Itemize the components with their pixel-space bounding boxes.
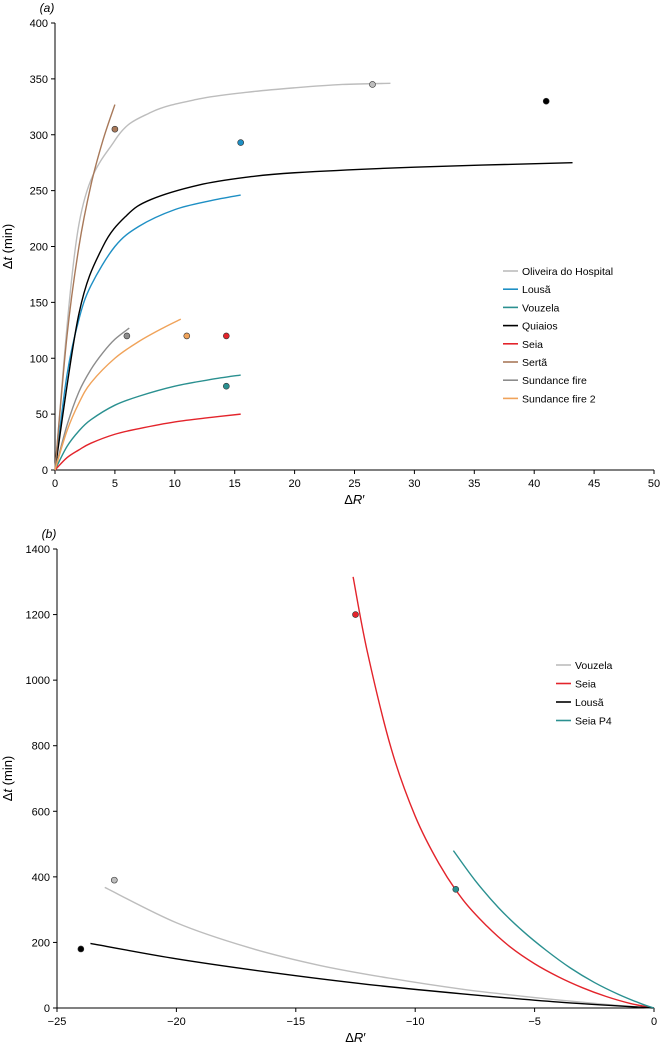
y-tick-label-a-200: 200 bbox=[30, 242, 48, 254]
panel-label-b: (b) bbox=[42, 527, 57, 541]
y-tick-label-a-100: 100 bbox=[30, 353, 48, 365]
x-tick-label-a-8: 40 bbox=[528, 478, 540, 490]
series-line-b-3 bbox=[452, 850, 655, 1009]
y-axis-label-a: Δt (min) bbox=[0, 224, 15, 270]
x-tick-label-a-1: 5 bbox=[112, 478, 118, 490]
legend-label-a-3: Quiaios bbox=[522, 321, 558, 333]
series-line-a-3 bbox=[54, 161, 573, 471]
x-axis-label-a-var: R bbox=[353, 492, 362, 507]
legend-label-b-2: Lousã bbox=[575, 697, 604, 709]
x-tick-label-b-3: −10 bbox=[406, 1016, 425, 1028]
legend-label-a-6: Sundance fire bbox=[522, 375, 587, 387]
legend-label-a-0: Oliveira do Hospital bbox=[522, 266, 613, 278]
y-tick-label-b-200: 200 bbox=[32, 937, 50, 949]
series-line-a-6 bbox=[54, 327, 130, 471]
x-tick-label-a-6: 30 bbox=[408, 478, 420, 490]
legend-label-a-2: Vouzela bbox=[522, 302, 560, 314]
x-axis-label-a-delta: Δ bbox=[344, 492, 353, 507]
series-line-a-0 bbox=[54, 82, 391, 471]
legend-label-b-1: Seia bbox=[575, 679, 596, 691]
y-axis-label-a-rest: (min) bbox=[0, 224, 15, 257]
x-tick-label-a-10: 50 bbox=[648, 478, 660, 490]
data-point-b-1 bbox=[352, 611, 359, 618]
y-tick-label-a-300: 300 bbox=[30, 130, 48, 142]
data-point-a-4 bbox=[223, 332, 230, 340]
legend-label-a-1: Lousã bbox=[522, 284, 551, 296]
x-tick-label-a-3: 15 bbox=[229, 478, 241, 490]
y-axis-label-b-delta: Δ bbox=[0, 792, 15, 801]
data-point-a-7 bbox=[183, 332, 191, 340]
legend-label-b-0: Vouzela bbox=[575, 660, 613, 672]
y-axis-label-b-rest: (min) bbox=[0, 756, 15, 789]
y-axis-label-b-var: t bbox=[0, 788, 15, 793]
legend-label-a-7: Sundance fire 2 bbox=[522, 393, 596, 405]
data-point-b-0 bbox=[111, 876, 118, 884]
x-tick-label-b-4: −5 bbox=[528, 1016, 541, 1028]
y-tick-label-b-1200: 1200 bbox=[26, 610, 50, 622]
data-point-b-3 bbox=[452, 886, 460, 893]
y-axis-label-b: Δt (min) bbox=[0, 756, 15, 802]
legend-label-a-5: Sertã bbox=[522, 357, 547, 369]
x-tick-label-b-5: 0 bbox=[651, 1016, 657, 1028]
x-axis-label-b-var: R bbox=[354, 1030, 363, 1044]
x-tick-label-b-1: −20 bbox=[167, 1016, 186, 1028]
legend-a: Oliveira do Hospital Lousã Vouzela Quiaios S… bbox=[503, 266, 613, 405]
data-point-a-0 bbox=[369, 81, 376, 88]
data-point-a-6 bbox=[123, 332, 131, 340]
series-line-a-1 bbox=[54, 194, 241, 471]
x-tick-label-a-4: 20 bbox=[288, 478, 300, 490]
series-line-a-2 bbox=[54, 374, 241, 471]
x-tick-label-a-0: 0 bbox=[52, 478, 58, 490]
data-point-a-3 bbox=[542, 97, 550, 105]
series-line-b-0 bbox=[104, 886, 655, 1009]
data-point-a-1 bbox=[237, 139, 244, 146]
legend-label-b-3: Seia P4 bbox=[575, 716, 612, 728]
y-axis-label-a-var: t bbox=[0, 256, 15, 261]
x-tick-label-a-2: 10 bbox=[169, 478, 181, 490]
x-tick-label-a-5: 25 bbox=[348, 478, 360, 490]
y-tick-label-a-150: 150 bbox=[30, 297, 48, 309]
series-line-b-2 bbox=[90, 942, 655, 1009]
y-tick-label-b-800: 800 bbox=[32, 741, 50, 753]
series-line-a-4 bbox=[54, 413, 241, 471]
y-tick-label-a-0: 0 bbox=[42, 465, 48, 477]
x-axis-label-a: ΔR′ bbox=[344, 492, 365, 507]
panel-label-a: (a) bbox=[40, 1, 55, 15]
x-axis-label-b-rest: ′ bbox=[363, 1030, 366, 1044]
y-tick-label-b-0: 0 bbox=[44, 1003, 50, 1015]
data-point-a-2 bbox=[223, 382, 230, 390]
x-axis-label-b-delta: Δ bbox=[345, 1030, 354, 1044]
series-line-b-1 bbox=[352, 576, 655, 1009]
x-tick-label-b-0: −25 bbox=[48, 1016, 67, 1028]
data-point-a-5 bbox=[111, 125, 119, 133]
y-axis-label-a-delta: Δ bbox=[0, 260, 15, 269]
x-axis-label-b: ΔR′ bbox=[345, 1030, 366, 1044]
y-tick-label-a-350: 350 bbox=[30, 74, 48, 86]
x-tick-label-b-2: −15 bbox=[286, 1016, 305, 1028]
x-tick-label-a-7: 35 bbox=[468, 478, 480, 490]
panel-b: 0 200 400 600 800 1000 1200 1400 −25 −20 −15 −10 −5 0… bbox=[0, 527, 657, 1044]
x-axis-label-a-rest: ′ bbox=[362, 492, 365, 507]
data-point-b-2 bbox=[77, 945, 85, 953]
series-line-a-5 bbox=[54, 104, 116, 471]
panel-a: 0 50 100 150 200 250 300 350 400 0 5 10 15 20 25 30 35 40… bbox=[0, 1, 660, 507]
y-tick-label-a-250: 250 bbox=[30, 186, 48, 198]
y-tick-label-a-400: 400 bbox=[30, 18, 48, 30]
legend-label-a-4: Seia bbox=[522, 339, 543, 351]
y-tick-label-b-400: 400 bbox=[32, 872, 50, 884]
y-tick-label-b-1000: 1000 bbox=[26, 675, 50, 687]
y-tick-label-b-600: 600 bbox=[32, 806, 50, 818]
x-tick-label-a-9: 45 bbox=[588, 478, 600, 490]
y-tick-label-a-50: 50 bbox=[36, 409, 48, 421]
legend-b: Vouzela Seia Lousã Seia P4 bbox=[556, 660, 613, 728]
series-line-a-7 bbox=[54, 318, 182, 471]
y-tick-label-b-1400: 1400 bbox=[26, 544, 50, 556]
